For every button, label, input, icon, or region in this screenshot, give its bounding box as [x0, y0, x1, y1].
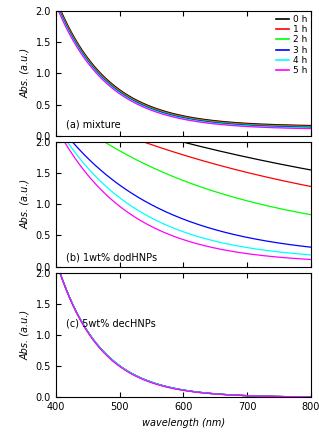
- Text: (b) 1wt% dodHNPs: (b) 1wt% dodHNPs: [66, 253, 157, 263]
- X-axis label: wavelength (nm): wavelength (nm): [142, 418, 225, 428]
- Y-axis label: Abs. (a.u.): Abs. (a.u.): [20, 48, 30, 99]
- Text: (c) 5wt% decHNPs: (c) 5wt% decHNPs: [66, 319, 156, 329]
- Y-axis label: Abs. (a.u.): Abs. (a.u.): [20, 179, 30, 229]
- Text: (a) mixture: (a) mixture: [66, 119, 121, 130]
- Legend: 0 h, 1 h, 2 h, 3 h, 4 h, 5 h: 0 h, 1 h, 2 h, 3 h, 4 h, 5 h: [275, 14, 308, 76]
- Y-axis label: Abs. (a.u.): Abs. (a.u.): [20, 310, 30, 360]
